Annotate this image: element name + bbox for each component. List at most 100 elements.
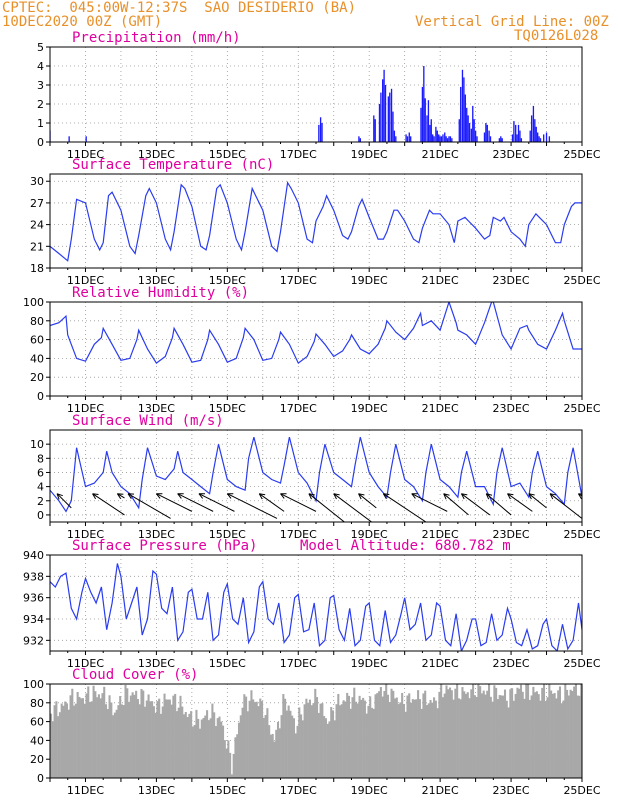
cloud-bar <box>243 694 245 778</box>
cloud-bar <box>417 690 419 778</box>
precip-bar <box>447 138 448 142</box>
cloud-bar <box>529 700 531 778</box>
cloud-bar <box>346 693 348 778</box>
cloud-bar <box>270 735 272 778</box>
y-tick-label: 40 <box>30 352 44 365</box>
cloud-bar <box>360 700 362 778</box>
precip-bar <box>502 138 503 142</box>
cloud-bar <box>561 703 563 778</box>
x-tick-label: 17DEC <box>280 402 317 415</box>
cloud-bar <box>337 694 339 778</box>
cloud-bar <box>320 704 322 778</box>
y-tick-label: 0 <box>37 509 44 522</box>
cloud-bar <box>174 694 176 778</box>
cloud-bar <box>562 700 564 778</box>
precip-bar <box>531 115 532 142</box>
precip-bar <box>438 134 439 142</box>
precip-bar <box>512 134 513 142</box>
data-layer <box>50 684 582 778</box>
y-tick-label: 6 <box>37 466 44 479</box>
cloud-bar <box>355 702 357 778</box>
cloud-bar <box>476 697 478 778</box>
cloud-bar <box>291 716 293 778</box>
y-tick-label: 60 <box>30 334 44 347</box>
precip-bar <box>375 119 376 142</box>
precip-bar <box>435 127 436 142</box>
panel-2: 182124273011DEC 13DEC 15DEC 17DEC 19DEC 21DEC… <box>30 157 601 287</box>
cloud-bar <box>234 737 236 778</box>
precip-bar <box>472 106 473 142</box>
cloud-bar <box>318 713 320 778</box>
precip-bar <box>86 136 87 142</box>
y-tick-label: 940 <box>23 549 44 562</box>
cloud-bar <box>502 696 504 778</box>
precip-bar <box>385 85 386 142</box>
cloud-bar <box>249 701 251 778</box>
cloud-bar <box>344 701 346 778</box>
precip-bar <box>487 125 488 142</box>
cloud-bar <box>245 697 247 778</box>
precip-bar <box>394 131 395 142</box>
cloud-bar <box>343 700 345 778</box>
cloud-bar <box>414 700 416 778</box>
cloud-bar <box>194 725 196 778</box>
cloud-bar <box>284 699 286 778</box>
cloud-bar <box>309 700 311 778</box>
x-tick-label: 21DEC <box>422 148 459 161</box>
panel-1: 01234511DEC 13DEC 15DEC 17DEC 19DEC 21DEC 23DE… <box>37 30 601 161</box>
x-tick-label: 17DEC <box>280 657 317 670</box>
cloud-bar <box>385 684 387 778</box>
cloud-bar <box>348 696 350 778</box>
cloud-bar <box>557 690 559 778</box>
cloud-bar <box>369 696 371 778</box>
cloud-bar <box>401 693 403 778</box>
cloud-bar <box>100 698 102 778</box>
x-tick-label: 25DEC <box>563 402 600 415</box>
cloud-bar <box>135 691 137 778</box>
precip-bar <box>538 136 539 142</box>
cloud-bar <box>412 699 414 778</box>
cloud-bar <box>68 710 70 778</box>
cloud-bar <box>312 703 314 778</box>
precip-bar <box>451 138 452 142</box>
cloud-bar <box>185 712 187 778</box>
cloud-bar <box>341 704 343 778</box>
precip-bar <box>466 108 467 142</box>
precip-bar <box>459 119 460 142</box>
cloud-bar <box>472 684 474 778</box>
cloud-bar <box>479 686 481 778</box>
precip-bar <box>530 131 531 142</box>
precip-bar <box>513 121 514 142</box>
y-tick-label: 21 <box>30 240 44 253</box>
precip-bar <box>448 136 449 142</box>
cloud-bar <box>573 687 575 778</box>
y-tick-label: 20 <box>30 371 44 384</box>
plot-frame <box>50 555 582 651</box>
cloud-bar <box>444 694 446 778</box>
cloud-bar <box>327 724 329 778</box>
cloud-bar <box>456 684 458 778</box>
cloud-bar <box>405 712 407 778</box>
cloud-bar <box>351 697 353 778</box>
y-tick-label: 60 <box>30 716 44 729</box>
cloud-bar <box>398 704 400 778</box>
cloud-bar <box>555 698 557 778</box>
cloud-bar <box>547 697 549 778</box>
cloud-bar <box>461 687 463 778</box>
cloud-bar <box>477 684 479 778</box>
precip-bar <box>441 136 442 142</box>
cloud-bar <box>187 717 189 778</box>
cloud-bar <box>266 708 268 778</box>
cloud-bar <box>559 686 561 778</box>
cloud-bar <box>577 696 579 778</box>
cloud-bar <box>277 722 279 778</box>
precip-bar <box>433 136 434 142</box>
cloud-bar <box>178 708 180 778</box>
cloud-bar <box>516 688 518 778</box>
cloud-bar <box>316 697 318 778</box>
cloud-bar <box>107 709 109 778</box>
cloud-bar <box>382 697 384 778</box>
cloud-bar <box>192 726 194 778</box>
precip-bar <box>474 119 475 142</box>
cloud-bar <box>328 721 330 778</box>
